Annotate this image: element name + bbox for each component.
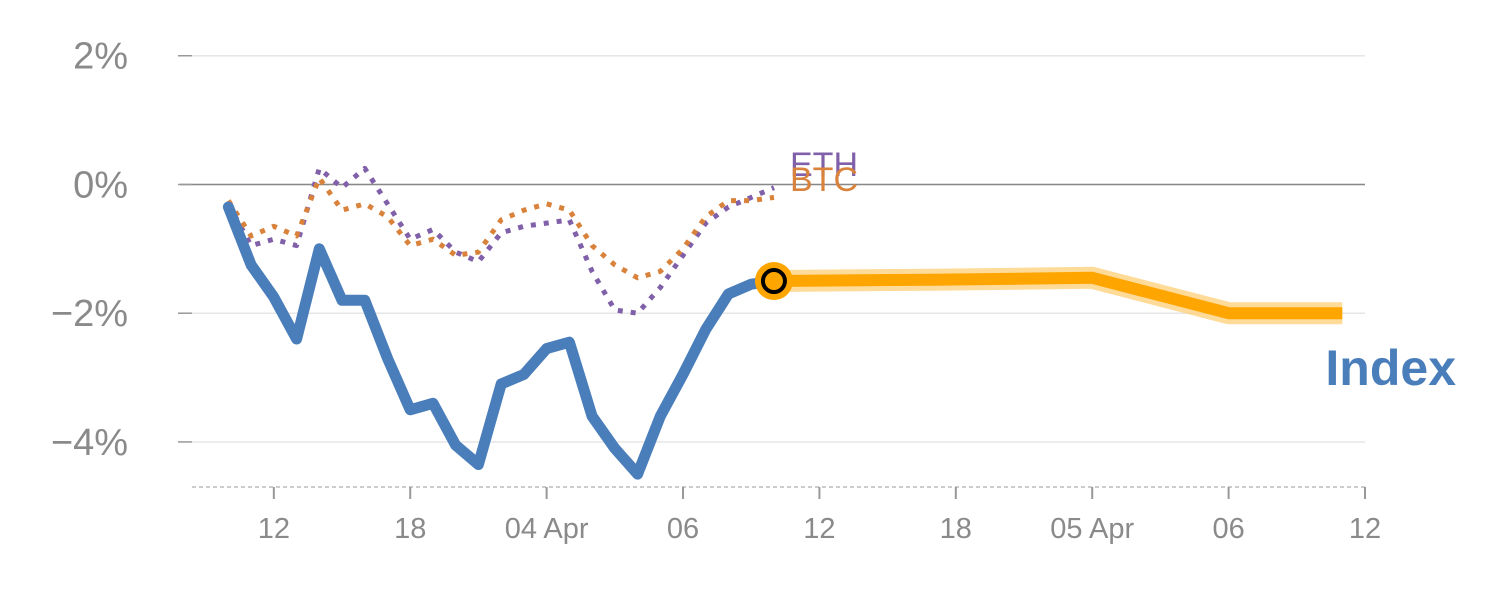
y-axis: 2% 0% −2% −4% <box>51 36 192 464</box>
series-line-index <box>222 201 780 480</box>
xtick-label-4: 12 <box>803 513 835 545</box>
ytick-label-0: 2% <box>73 36 128 78</box>
series-label-eth: ETH <box>790 146 858 184</box>
ytick-label-2: −2% <box>51 293 128 335</box>
xtick-label-7: 06 <box>1212 513 1244 545</box>
xtick-label-6: 05 Apr <box>1050 513 1134 545</box>
series-line-btc <box>226 175 775 281</box>
marker-dot <box>760 268 787 295</box>
ytick-label-3: −4% <box>51 422 128 464</box>
xtick-label-0: 12 <box>258 513 290 545</box>
xtick-label-2: 04 Apr <box>505 513 589 545</box>
xtick-label-5: 18 <box>940 513 972 545</box>
series-label-btc: BTC <box>790 161 858 199</box>
series-labels: ETH BTC Index <box>790 146 1456 396</box>
grid-lines <box>180 54 1365 443</box>
series-line-index-forecast <box>773 271 1343 320</box>
xtick-label-8: 12 <box>1349 513 1381 545</box>
series-group <box>222 165 1343 480</box>
ytick-label-1: 0% <box>73 164 128 206</box>
marker-group <box>754 262 793 301</box>
x-axis: 12 18 04 Apr 06 12 18 05 Apr 06 12 <box>192 486 1381 545</box>
series-label-index: Index <box>1325 340 1456 396</box>
series-line-eth <box>226 165 775 316</box>
xtick-label-1: 18 <box>394 513 426 545</box>
xtick-label-3: 06 <box>667 513 699 545</box>
